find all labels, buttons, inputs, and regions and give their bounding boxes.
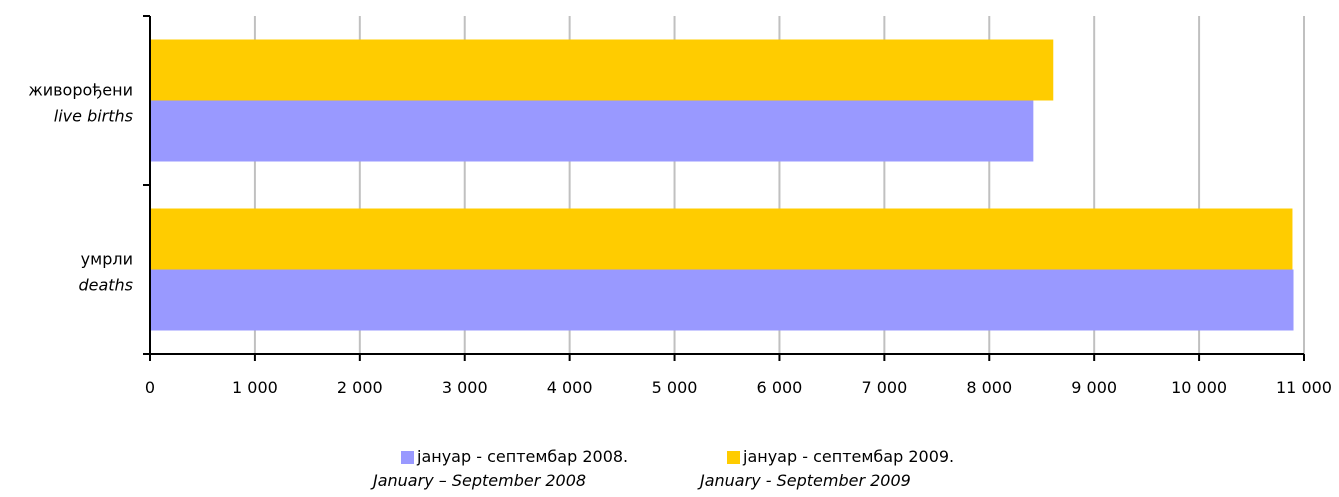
- x-tick-label: 2 000: [337, 378, 383, 397]
- bar-2009-cat-1: [150, 208, 1293, 270]
- bar-chart: живорођени live births умрли deaths 0 1 000 2 …: [28, 15, 1332, 398]
- x-tick-label: 9 000: [1071, 378, 1117, 397]
- x-tick-label: 8 000: [966, 378, 1012, 397]
- category-label-en: deaths: [78, 276, 133, 295]
- x-tick-label: 7 000: [861, 378, 907, 397]
- legend-label-2008-en: January – September 2008: [373, 471, 587, 490]
- legend-label-2008: јануар - септембар 2008.: [417, 447, 629, 466]
- x-tick-label: 0: [145, 378, 155, 397]
- legend-label-2009: јануар - септембар 2009.: [743, 447, 955, 466]
- legend-label-2009-en: January - September 2009: [700, 471, 911, 490]
- category-label: умрли: [81, 250, 133, 269]
- x-tick-label: 4 000: [547, 378, 593, 397]
- x-tick-label: 5 000: [652, 378, 698, 397]
- bars: [150, 39, 1294, 331]
- legend: јануар - септембар 2008. January – Septe…: [0, 446, 1339, 496]
- category-label: живорођени: [28, 81, 133, 100]
- labels: живорођени live births умрли deaths 0 1 000 2 …: [28, 81, 1332, 398]
- bar-2008-cat-1: [150, 269, 1294, 331]
- category-label-en: live births: [54, 107, 133, 126]
- x-tick-label: 10 000: [1171, 378, 1227, 397]
- x-tick-label: 6 000: [757, 378, 803, 397]
- bar-2008-cat-0: [150, 100, 1034, 162]
- legend-swatch-2008: [401, 451, 414, 464]
- legend-swatch-2009: [727, 451, 740, 464]
- x-tick-label: 3 000: [442, 378, 488, 397]
- bar-2009-cat-0: [150, 39, 1054, 101]
- x-tick-label: 11 000: [1276, 378, 1332, 397]
- axes: [143, 15, 1305, 361]
- x-tick-label: 1 000: [232, 378, 278, 397]
